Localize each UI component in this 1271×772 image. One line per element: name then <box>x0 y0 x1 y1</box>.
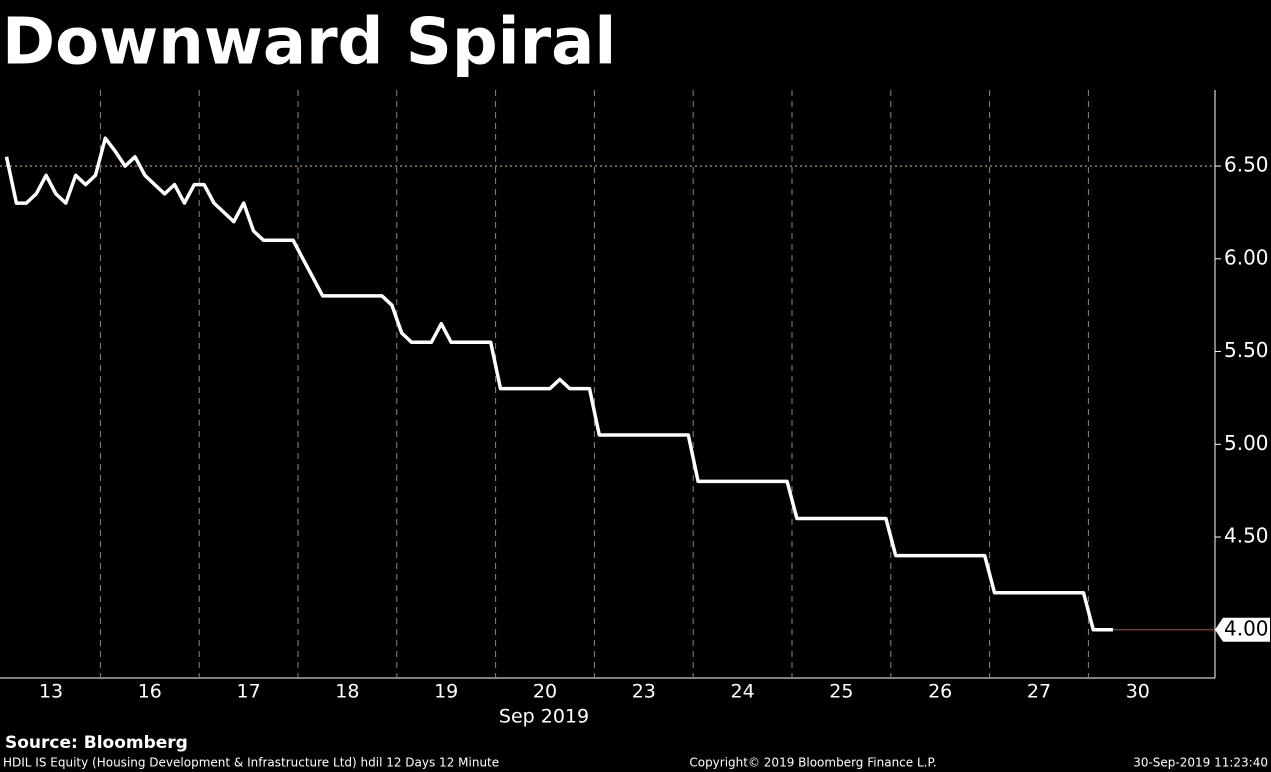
x-tick-label: 23 <box>632 681 656 703</box>
x-tick-label: 30 <box>1126 681 1150 703</box>
footer-right: 30-Sep-2019 11:23:40 <box>1133 756 1268 770</box>
footer-center: Copyright© 2019 Bloomberg Finance L.P. <box>689 756 936 770</box>
y-tick-label: 5.00 <box>1224 431 1269 455</box>
x-tick-label: 26 <box>928 681 952 703</box>
x-tick-label: 25 <box>829 681 853 703</box>
x-tick-label: 18 <box>335 681 359 703</box>
x-sublabel: Sep 2019 <box>499 706 589 728</box>
x-tick-label: 17 <box>237 681 261 703</box>
y-tick-label: 6.00 <box>1224 245 1269 269</box>
y-tick-label: 4.50 <box>1224 524 1269 548</box>
x-tick-label: 19 <box>434 681 458 703</box>
y-tick-label: 4.00 <box>1224 616 1269 640</box>
last-price-tag <box>1215 617 1270 642</box>
y-tick-label: 5.50 <box>1224 338 1269 362</box>
x-tick-label: 13 <box>39 681 63 703</box>
source: Source: Bloomberg <box>5 733 188 753</box>
x-tick-label: 16 <box>138 681 162 703</box>
footer-left: HDIL IS Equity (Housing Development & In… <box>3 756 499 770</box>
x-tick-label: 27 <box>1027 681 1051 703</box>
price-line <box>4 136 1114 632</box>
x-tick-label: 24 <box>731 681 755 703</box>
y-tick-label: 6.50 <box>1224 153 1269 177</box>
x-tick-label: 20 <box>533 681 557 703</box>
chart-title: Downward Spiral <box>2 6 616 80</box>
